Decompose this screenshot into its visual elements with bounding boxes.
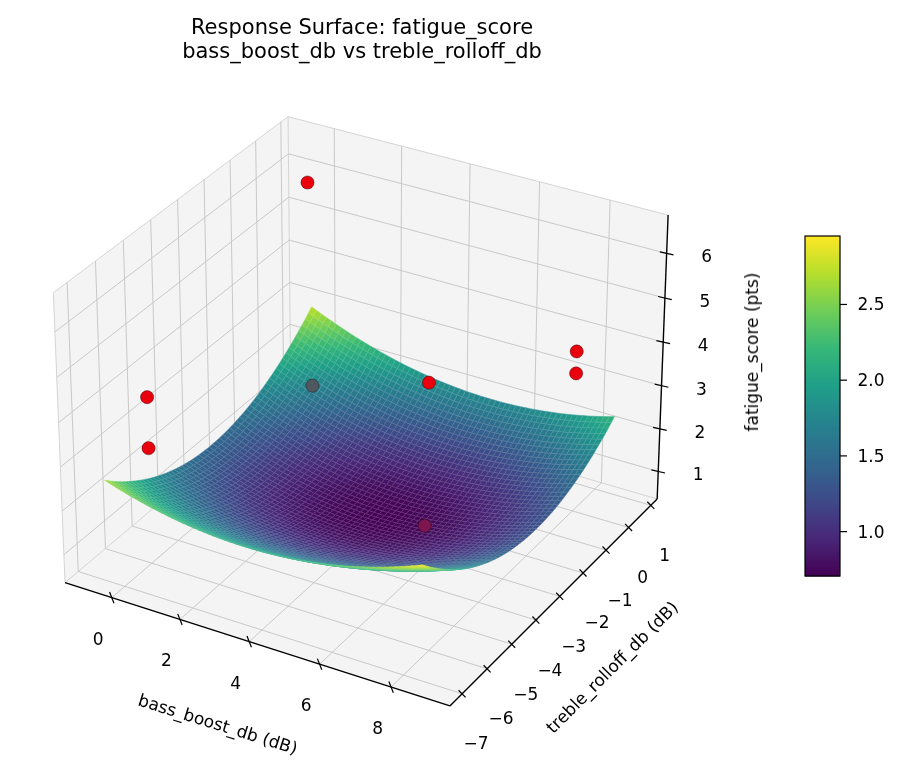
plot-title-line1: Response Surface: fatigue_score [191, 15, 533, 39]
z-tick-label: 6 [701, 246, 712, 266]
y-tick-label: −1 [607, 590, 632, 610]
y-tick-label: 1 [659, 545, 670, 565]
colorbar-tick-label: 1.5 [857, 446, 884, 466]
y-tick-label: −5 [513, 684, 538, 704]
x-tick-label: 4 [230, 673, 241, 693]
y-tick-label: −2 [585, 612, 610, 632]
y-tick-label: −3 [561, 636, 586, 656]
x-tick-label: 0 [93, 629, 104, 649]
figure: Response Surface: fatigue_score bass_boo… [0, 0, 902, 767]
z-tick-label: 5 [700, 291, 711, 311]
z-tick-label: 3 [696, 379, 707, 399]
plot-title-line2: bass_boost_db vs treble_rolloff_db [182, 39, 542, 63]
z-tick-label: 4 [698, 335, 709, 355]
y-tick-label: 0 [637, 567, 648, 587]
x-tick-label: 8 [372, 718, 383, 738]
x-tick-label: 2 [161, 650, 172, 670]
colorbar-tick-label: 1.0 [857, 522, 884, 542]
z-tick-label: 1 [693, 464, 704, 484]
x-tick-label: 6 [301, 695, 312, 715]
surface-plot-canvas [0, 0, 902, 767]
y-tick-label: −4 [537, 660, 562, 680]
z-tick-label: 2 [694, 422, 705, 442]
y-tick-label: −7 [464, 733, 489, 753]
y-tick-label: −6 [489, 708, 514, 728]
colorbar-tick-label: 2.0 [857, 370, 884, 390]
z-axis-label: fatigue_score (pts) [742, 273, 762, 432]
colorbar-tick-label: 2.5 [857, 294, 884, 314]
